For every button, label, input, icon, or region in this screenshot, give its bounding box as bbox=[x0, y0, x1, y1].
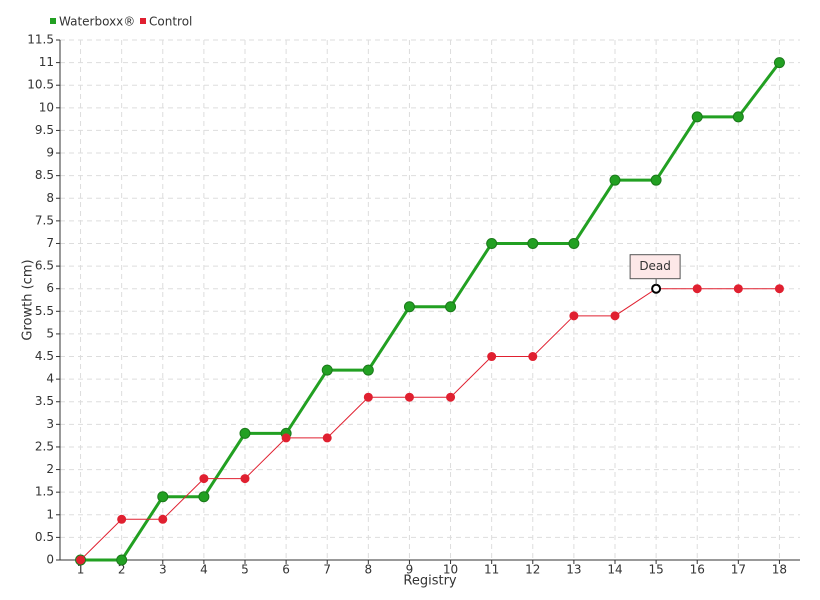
data-point bbox=[198, 491, 210, 503]
data-point bbox=[609, 174, 621, 186]
y-tick-label: 9 bbox=[46, 146, 54, 160]
y-tick-label: 11 bbox=[39, 55, 54, 69]
y-tick-label: 10 bbox=[39, 100, 54, 114]
legend-label[interactable]: Control bbox=[149, 15, 192, 29]
y-tick-label: 3 bbox=[46, 417, 54, 431]
y-tick-label: 4.5 bbox=[35, 349, 54, 363]
y-tick-label: 8.5 bbox=[35, 168, 54, 182]
legend-swatch bbox=[140, 18, 146, 24]
data-point bbox=[445, 301, 457, 313]
y-tick-label: 11.5 bbox=[27, 33, 54, 47]
x-tick-label: 8 bbox=[365, 563, 373, 577]
x-axis-title: Registry bbox=[403, 574, 457, 589]
annotation-box bbox=[629, 254, 681, 280]
x-tick-label: 2 bbox=[118, 563, 126, 577]
data-point bbox=[322, 433, 332, 443]
data-point bbox=[773, 57, 785, 69]
y-tick-label: 2 bbox=[46, 462, 54, 476]
data-point bbox=[692, 284, 702, 294]
grid bbox=[60, 39, 800, 560]
x-tick-label: 9 bbox=[406, 563, 414, 577]
data-point bbox=[732, 111, 744, 123]
y-tick-label: 2.5 bbox=[35, 439, 54, 453]
data-point bbox=[528, 352, 538, 362]
annotation-label: Dead bbox=[639, 259, 671, 273]
data-point bbox=[610, 311, 620, 321]
data-point bbox=[404, 392, 414, 402]
data-point bbox=[199, 474, 209, 484]
x-tick-label: 1 bbox=[77, 563, 85, 577]
data-point bbox=[240, 474, 250, 484]
data-point bbox=[321, 364, 333, 376]
data-point bbox=[362, 364, 374, 376]
y-tick-label: 1 bbox=[46, 507, 54, 521]
data-point bbox=[486, 237, 498, 249]
x-tick-label: 16 bbox=[690, 563, 705, 577]
y-tick-label: 5 bbox=[46, 326, 54, 340]
y-tick-label: 7.5 bbox=[35, 213, 54, 227]
y-tick-label: 3.5 bbox=[35, 394, 54, 408]
data-point bbox=[650, 174, 662, 186]
data-point bbox=[733, 284, 743, 294]
x-tick-label: 14 bbox=[607, 563, 622, 577]
data-point bbox=[487, 352, 497, 362]
x-tick-label: 10 bbox=[443, 563, 458, 577]
y-tick-label: 0.5 bbox=[35, 530, 54, 544]
x-tick-label: 11 bbox=[484, 563, 499, 577]
data-point bbox=[158, 514, 168, 524]
y-tick-label: 6 bbox=[46, 281, 54, 295]
data-point bbox=[116, 554, 128, 566]
data-point bbox=[363, 392, 373, 402]
y-tick-label: 8 bbox=[46, 191, 54, 205]
y-tick-label: 4 bbox=[46, 372, 54, 386]
data-point bbox=[691, 111, 703, 123]
y-tick-label: 6.5 bbox=[35, 259, 54, 273]
data-point bbox=[568, 237, 580, 249]
y-tick-label: 10.5 bbox=[27, 78, 54, 92]
data-point bbox=[281, 433, 291, 443]
data-point bbox=[527, 237, 539, 249]
y-axis-title: Growth (cm) bbox=[21, 259, 36, 340]
y-tick-label: 1.5 bbox=[35, 485, 54, 499]
y-tick-label: 5.5 bbox=[35, 304, 54, 318]
legend-swatch bbox=[50, 18, 56, 24]
data-point bbox=[651, 283, 662, 294]
data-point bbox=[569, 311, 579, 321]
data-point bbox=[239, 427, 251, 439]
x-tick-label: 18 bbox=[772, 563, 787, 577]
data-point bbox=[117, 514, 127, 524]
legend-label[interactable]: Waterboxx® bbox=[59, 15, 135, 29]
x-tick-label: 12 bbox=[525, 563, 540, 577]
y-tick-label: 7 bbox=[46, 236, 54, 250]
x-tick-label: 13 bbox=[566, 563, 581, 577]
x-tick-label: 3 bbox=[159, 563, 167, 577]
y-tick-label: 0 bbox=[46, 553, 54, 567]
x-tick-label: 17 bbox=[731, 563, 746, 577]
data-point bbox=[446, 392, 456, 402]
x-tick-label: 15 bbox=[648, 563, 663, 577]
data-point bbox=[157, 491, 169, 503]
data-point bbox=[774, 284, 784, 294]
x-tick-label: 5 bbox=[241, 563, 249, 577]
x-tick-label: 6 bbox=[282, 563, 290, 577]
series-line bbox=[80, 288, 780, 561]
x-tick-label: 7 bbox=[323, 563, 331, 577]
data-point bbox=[76, 555, 86, 565]
series-line bbox=[80, 61, 781, 562]
y-tick-label: 9.5 bbox=[35, 123, 54, 137]
x-tick-label: 4 bbox=[200, 563, 208, 577]
data-point bbox=[403, 301, 415, 313]
